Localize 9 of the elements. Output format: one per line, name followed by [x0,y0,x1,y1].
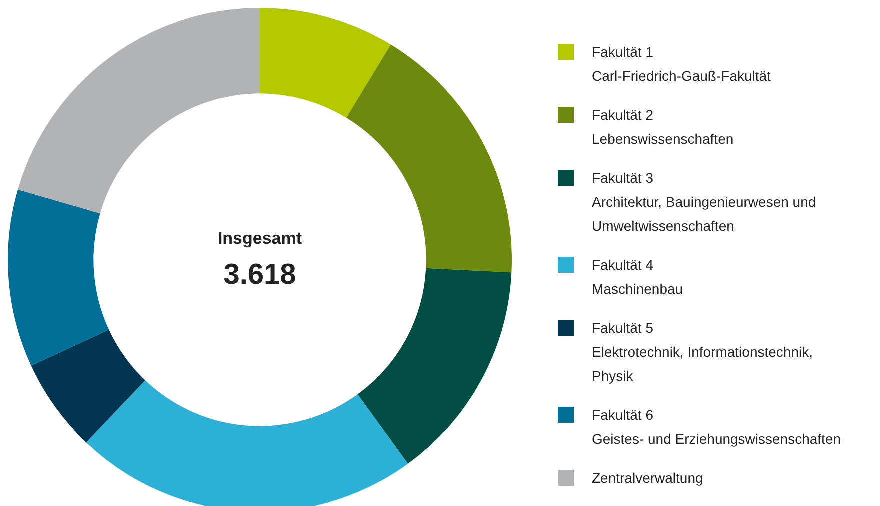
text: 3.618 [224,258,296,292]
legend-label: Fakultät 2 Lebenswissenschaften [592,106,734,149]
legend-label: Fakultät 3 Architektur, Bauingenieurwesen und Umweltwissenschaften [592,169,818,236]
text: Insgesamt [218,228,302,248]
legend-label: Zentralverwaltung [592,469,704,488]
legend-label: Fakultät 1 Carl-Friedrich-Gauß-Fakultät [592,43,771,86]
legend-label: Fakultät 6 Geistes- und Erziehungswissenschaften [592,406,842,449]
legend-label: Fakultät 5 Elektrotechnik, Informationstechnik, Physik [592,319,814,386]
legend-label: Fakultät 4 Maschinenbau [592,256,684,299]
